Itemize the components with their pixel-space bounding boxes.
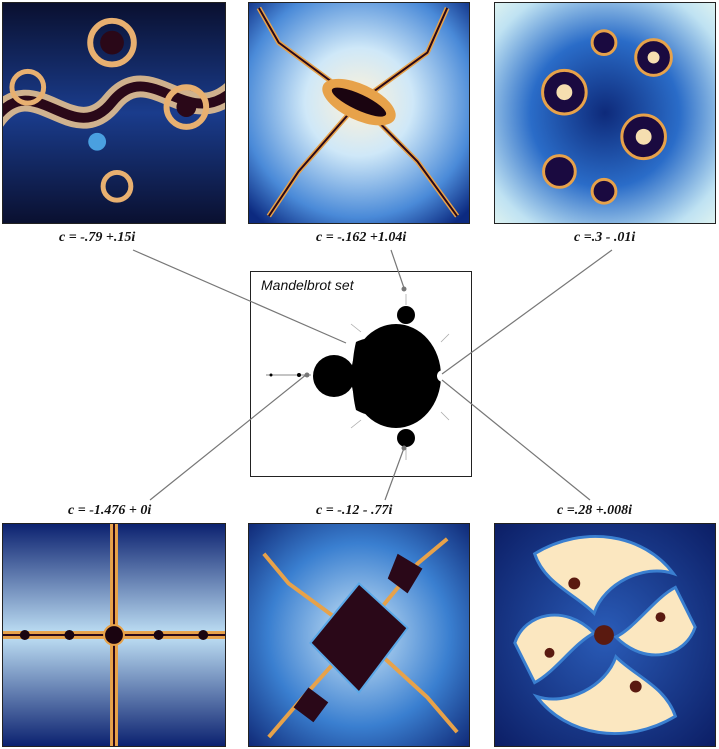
julia-set-image-top-right xyxy=(494,2,716,224)
julia-set-image-top-center xyxy=(248,2,470,224)
mandelbrot-set-image xyxy=(266,294,450,460)
julia-set-image-bottom-right xyxy=(494,523,716,747)
julia-caption-top-center: c = -.162 +1.04i xyxy=(316,230,407,245)
julia-set-image-top-left xyxy=(2,2,226,224)
julia-caption-top-left: c = -.79 +.15i xyxy=(59,230,136,245)
julia-set-image-bottom-center xyxy=(248,523,470,747)
mandelbrot-panel: Mandelbrot set xyxy=(250,271,472,477)
julia-caption-bottom-left: c = -1.476 + 0i xyxy=(68,503,152,518)
julia-set-image-bottom-left xyxy=(2,523,226,747)
julia-caption-bottom-center: c = -.12 - .77i xyxy=(316,503,393,518)
julia-caption-bottom-right: c =.28 +.008i xyxy=(557,503,633,518)
julia-caption-top-right: c =.3 - .01i xyxy=(574,230,636,245)
